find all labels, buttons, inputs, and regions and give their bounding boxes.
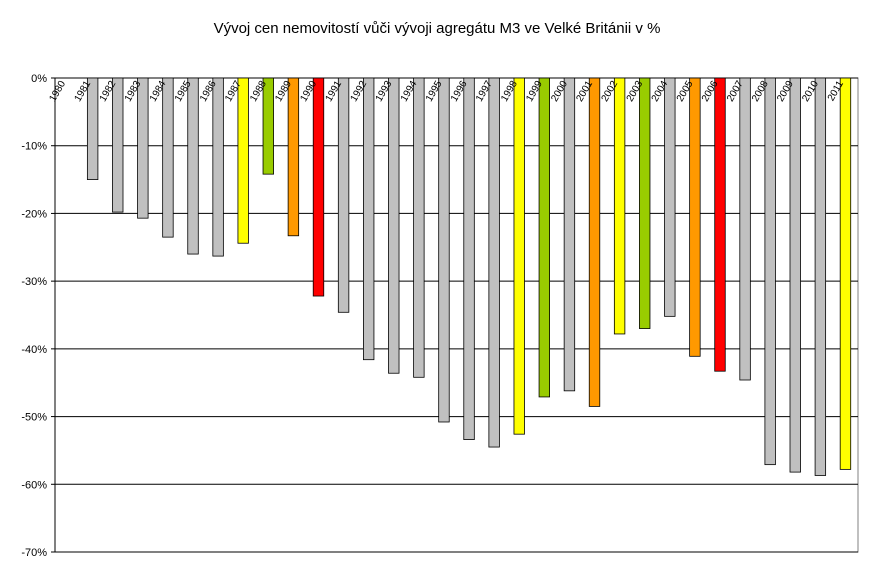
bar-1986	[212, 77, 224, 257]
bar-1990	[312, 77, 325, 297]
y-tick-label: -60%	[21, 479, 47, 491]
bar-2010	[814, 77, 827, 476]
bar-2007	[739, 77, 751, 381]
bar-1984	[162, 77, 174, 238]
y-tick-label: -30%	[21, 276, 47, 288]
bar-2005	[689, 77, 701, 357]
bar-1983	[137, 77, 149, 219]
bar-1981	[86, 77, 99, 180]
bar-1992	[363, 77, 375, 361]
y-tick-label: -20%	[21, 208, 47, 220]
bar-2011	[839, 77, 852, 470]
bar-2004	[664, 77, 676, 317]
x-tick-label: 1980	[47, 79, 68, 104]
bar-2000	[563, 77, 576, 392]
bar-1988	[262, 77, 274, 175]
bar-1985	[187, 77, 199, 255]
bar-1995	[438, 77, 450, 423]
bar-1993	[388, 77, 400, 374]
chart-title: Vývoj cen nemovitostí vůči vývoji agregá…	[213, 20, 661, 37]
y-tick-label: -40%	[21, 344, 47, 356]
bar-1991	[337, 77, 350, 313]
bar-2008	[764, 77, 776, 466]
y-tick-label: -10%	[21, 141, 47, 153]
bar-2002	[613, 77, 626, 335]
bars	[86, 77, 852, 476]
bar-1987	[237, 77, 249, 244]
bar-1998	[513, 77, 525, 435]
bar-1997	[488, 77, 500, 448]
plot-area	[54, 77, 859, 553]
bar-2006	[714, 77, 726, 372]
bar-1999	[538, 77, 550, 398]
bar-2001	[588, 77, 601, 407]
bar-2003	[639, 77, 651, 329]
bar-1982	[112, 77, 124, 213]
bar-1994	[413, 77, 425, 378]
gridlines	[54, 77, 859, 553]
bar-2009	[789, 77, 801, 473]
bar-1996	[463, 77, 475, 440]
y-tick-label: -70%	[21, 547, 47, 559]
bar-1989	[287, 77, 300, 237]
y-tick-label: 0%	[31, 73, 47, 85]
y-tick-label: -50%	[21, 412, 47, 424]
